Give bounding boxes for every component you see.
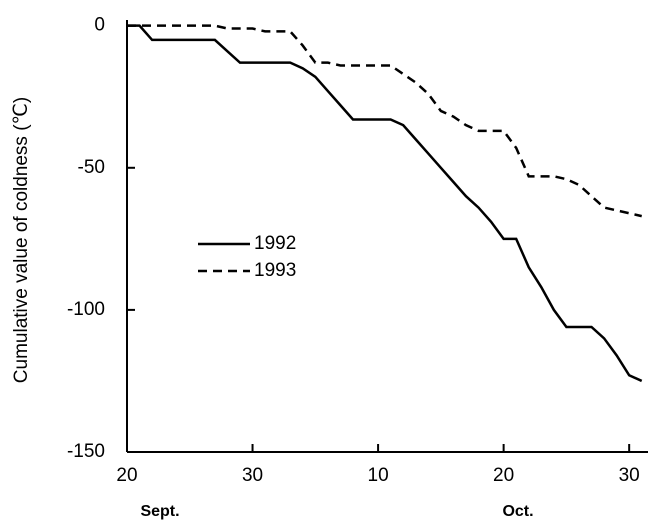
y-axis-label: Cumulative value of coldness (℃) — [11, 97, 32, 383]
x-tick-label: 10 — [368, 465, 389, 486]
month-label: Oct. — [502, 503, 533, 520]
series-line — [127, 24, 642, 218]
y-tick-label: -50 — [78, 157, 105, 178]
legend-label: 1993 — [254, 260, 296, 281]
month-label: Sept. — [140, 503, 179, 520]
x-tick-label: 20 — [493, 465, 514, 486]
x-tick-label: 30 — [619, 465, 640, 486]
series-line — [127, 24, 643, 383]
x-tick-label: 30 — [242, 465, 263, 486]
x-tick-label: 20 — [116, 465, 137, 486]
legend-label: 1992 — [254, 233, 296, 254]
y-tick-label: -100 — [67, 299, 105, 320]
y-tick-label: -150 — [67, 441, 105, 462]
y-tick-label: 0 — [94, 15, 105, 36]
